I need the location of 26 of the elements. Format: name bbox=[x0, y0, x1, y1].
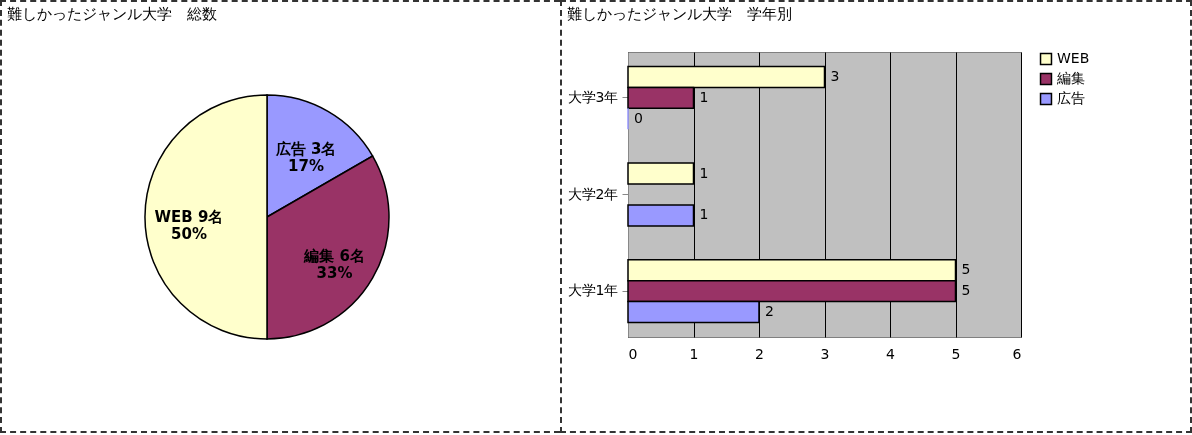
data-label: 0 bbox=[634, 109, 643, 126]
data-label: 1 bbox=[699, 88, 709, 105]
data-label: 5 bbox=[961, 282, 971, 299]
x-tick-label: 2 bbox=[755, 345, 764, 362]
data-label: 1 bbox=[699, 206, 709, 223]
slice-label: 広告 3名 17% bbox=[274, 140, 337, 176]
y-tick-label: 大学2年 bbox=[567, 185, 619, 202]
x-tick-label: 0 bbox=[628, 345, 638, 362]
chart-title: 難しかったジャンル大学 総数 bbox=[7, 5, 217, 23]
chart-title: 難しかったジャンル大学 学年別 bbox=[567, 5, 793, 23]
legend-label: WEB bbox=[1057, 50, 1090, 66]
slice-label: 編集 6名 33% bbox=[303, 247, 365, 282]
data-label: 2 bbox=[765, 303, 774, 320]
x-tick-label: 4 bbox=[886, 345, 896, 362]
data-label: 1 bbox=[699, 164, 709, 181]
x-tick-label: 6 bbox=[1012, 345, 1022, 362]
x-tick-label: 5 bbox=[951, 345, 961, 362]
legend-label: 広告 bbox=[1057, 90, 1085, 106]
data-label: 3 bbox=[830, 67, 840, 84]
data-label: 5 bbox=[961, 261, 971, 278]
slice-label: WEB 9名 50% bbox=[154, 208, 224, 243]
y-tick-label: 大学3年 bbox=[567, 88, 619, 105]
x-tick-label: 3 bbox=[820, 345, 830, 362]
x-tick-label: 1 bbox=[689, 345, 699, 362]
legend-label: 編集 bbox=[1056, 70, 1085, 86]
y-tick-label: 大学1年 bbox=[567, 282, 619, 299]
